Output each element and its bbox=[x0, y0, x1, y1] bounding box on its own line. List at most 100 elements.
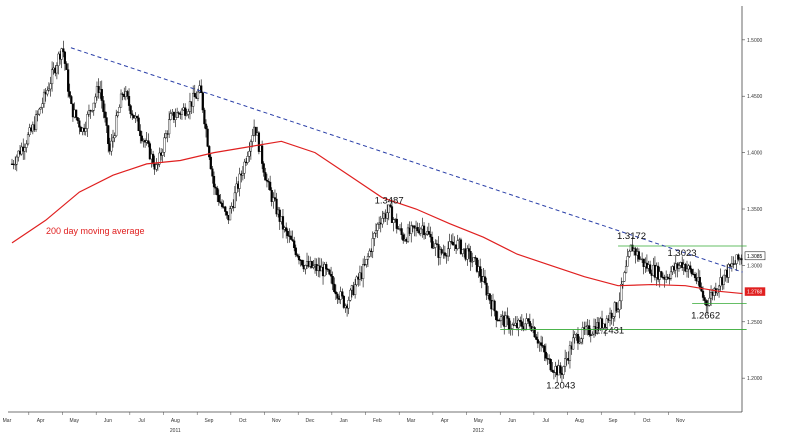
candle-body bbox=[151, 153, 155, 165]
candle-body bbox=[270, 190, 273, 202]
candle-body bbox=[323, 264, 326, 277]
candle-body bbox=[216, 187, 219, 196]
candle-body bbox=[376, 224, 379, 231]
candle-body bbox=[131, 113, 134, 116]
candle-body bbox=[177, 112, 180, 114]
x-tick-label: Mar bbox=[407, 418, 416, 424]
candle-body bbox=[86, 114, 89, 129]
candle-body bbox=[38, 108, 41, 115]
candle-body bbox=[100, 89, 103, 101]
candle-body bbox=[666, 276, 669, 279]
y-tick-label: 1.3000 bbox=[747, 263, 763, 269]
x-tick-label: Jan bbox=[340, 418, 348, 424]
candle-body bbox=[533, 327, 536, 338]
candle-body bbox=[422, 225, 426, 235]
candle-body bbox=[740, 258, 743, 261]
x-tick-label: May bbox=[474, 418, 484, 424]
candle-body bbox=[294, 247, 297, 256]
candle-body bbox=[233, 192, 236, 208]
x-tick-label: Oct bbox=[239, 418, 247, 424]
candle-body bbox=[155, 164, 158, 170]
candle-body bbox=[730, 263, 733, 267]
candle-body bbox=[605, 318, 608, 328]
candle-body bbox=[172, 111, 176, 120]
candle-body bbox=[543, 345, 546, 353]
candle-body bbox=[708, 297, 711, 306]
candle-body bbox=[265, 179, 269, 182]
candle-body bbox=[528, 321, 531, 327]
candle-body bbox=[55, 65, 58, 74]
candle-body bbox=[689, 265, 692, 270]
candle-body bbox=[429, 233, 432, 238]
candle-body bbox=[387, 204, 390, 213]
candle-body bbox=[435, 243, 438, 245]
candle-body bbox=[220, 202, 224, 207]
x-tick-label: Jul bbox=[138, 418, 144, 424]
candle-body bbox=[336, 293, 339, 299]
candle-body bbox=[139, 130, 142, 137]
candle-body bbox=[102, 100, 105, 113]
y-tick-label: 1.5000 bbox=[747, 38, 763, 44]
candle-body bbox=[267, 180, 270, 183]
x-tick-label: Jul bbox=[542, 418, 548, 424]
candle-body bbox=[285, 227, 288, 232]
candle-body bbox=[241, 172, 244, 176]
candle-body bbox=[119, 93, 123, 108]
candle-body bbox=[668, 278, 671, 280]
candle-body bbox=[684, 264, 687, 272]
candle-body bbox=[238, 173, 241, 189]
candle-body bbox=[275, 198, 278, 215]
y-tick-label: 1.4000 bbox=[747, 151, 763, 157]
candle-body bbox=[578, 341, 581, 344]
candle-body bbox=[212, 176, 216, 188]
x-tick-label: Sep bbox=[609, 418, 618, 424]
candle-body bbox=[600, 318, 604, 329]
candle-body bbox=[325, 264, 328, 270]
candle-body bbox=[488, 293, 491, 301]
candle-body bbox=[430, 236, 434, 249]
candle-body bbox=[392, 219, 395, 223]
candle-body bbox=[84, 128, 87, 132]
candle-body bbox=[381, 218, 384, 225]
candle-body bbox=[333, 283, 336, 293]
candle-body bbox=[192, 92, 195, 107]
candle-body bbox=[443, 252, 446, 256]
x-tick-label: Aug bbox=[575, 418, 584, 424]
candle-body bbox=[278, 209, 281, 222]
candle-body bbox=[402, 234, 405, 241]
candle-body bbox=[289, 235, 293, 240]
candle-body bbox=[366, 256, 370, 260]
y-tick-label: 1.2500 bbox=[747, 320, 763, 326]
candle-body bbox=[438, 249, 442, 258]
candle-body bbox=[204, 123, 208, 130]
candle-body bbox=[76, 117, 79, 121]
candle-body bbox=[203, 109, 206, 125]
x-tick-label: Apr bbox=[37, 418, 45, 424]
candle-body bbox=[127, 96, 131, 106]
candle-body bbox=[551, 369, 554, 372]
candle-body bbox=[65, 63, 68, 70]
candle-body bbox=[626, 256, 629, 267]
candle-body bbox=[206, 128, 209, 147]
candle-body bbox=[158, 152, 161, 165]
candle-body bbox=[36, 113, 39, 116]
price-annotation: 1.3487 bbox=[375, 195, 404, 206]
candle-body bbox=[461, 249, 464, 254]
candle-body bbox=[416, 227, 419, 232]
candle-body bbox=[471, 261, 474, 263]
candle-body bbox=[137, 117, 140, 131]
candle-body bbox=[576, 334, 580, 344]
candle-body bbox=[297, 256, 301, 261]
last-price-badge-label: 1.3085 bbox=[747, 254, 763, 260]
candle-body bbox=[588, 325, 591, 336]
candle-body bbox=[549, 359, 552, 371]
moving-average-label: 200 day moving average bbox=[46, 226, 145, 236]
candle-body bbox=[434, 243, 437, 248]
candle-body bbox=[47, 88, 50, 91]
candle-body bbox=[329, 274, 333, 277]
candle-body bbox=[341, 291, 344, 297]
candle-body bbox=[156, 163, 160, 166]
candle-body bbox=[703, 297, 706, 301]
candle-body bbox=[527, 318, 530, 322]
candle-body bbox=[432, 247, 435, 249]
